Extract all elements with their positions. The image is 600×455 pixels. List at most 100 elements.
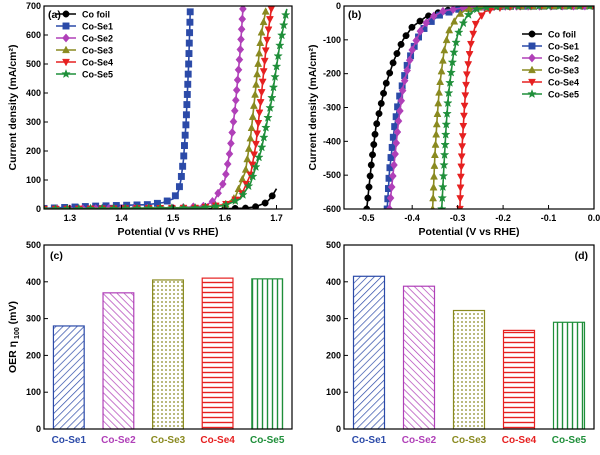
series-co-se5-marker (132, 203, 142, 209)
series-co-se2-marker (422, 18, 431, 28)
x-tick-label: -0.4 (404, 213, 420, 223)
legend-item-co-se4: Co-Se4 (522, 78, 579, 88)
bar-co-se1 (352, 275, 386, 430)
series-co-se2-marker (396, 106, 404, 116)
series-co-se5-marker (271, 61, 282, 71)
panel-label: (b) (348, 9, 361, 21)
x-tick-label: 1.7 (270, 213, 283, 223)
series-co-se1-marker (184, 70, 192, 78)
legend-label: Co-Se5 (548, 90, 579, 100)
series-co-se4-marker (256, 99, 265, 107)
series-co-se4-marker (456, 195, 465, 203)
series-co-se4-marker (460, 112, 468, 121)
series-co-se1-marker (180, 152, 188, 160)
legend-item-co-se1: Co-Se1 (56, 22, 113, 32)
y-tick-label: 300 (26, 314, 41, 324)
series-co-se4-marker (455, 205, 464, 209)
legend-label: Co-Se2 (548, 54, 579, 64)
series-co-se5-marker (275, 40, 285, 50)
series-co-se3-marker (259, 17, 268, 26)
y-tick-label: 400 (26, 88, 41, 98)
legend-label: Co foil (548, 30, 576, 40)
y-ticks: -600 -500 -400 -300 -200 -100 0 (323, 1, 348, 214)
series-co-se2-marker (449, 6, 457, 14)
series-co-se1-marker (186, 29, 194, 37)
series-co-se3-marker (435, 88, 443, 96)
series-co-se5-marker (251, 161, 261, 172)
series-co-se4-marker (458, 143, 467, 151)
series-co-se4-marker (462, 71, 471, 79)
series-line-co-se2 (44, 8, 244, 209)
series-co-se3-marker (429, 193, 438, 202)
series-co-se2-marker (403, 65, 412, 75)
series-co-se2-marker (391, 149, 399, 159)
legend-co-se5-marker (527, 88, 537, 99)
series-co-se4-marker (257, 89, 266, 97)
series-co-se5-marker (441, 119, 452, 129)
y-ticks: 0 100 200 300 400 500 (26, 240, 48, 434)
x-tick-label-co-se5: Co-Se5 (250, 435, 285, 446)
x-tick-label-co-se4: Co-Se4 (200, 435, 235, 446)
y-tick-label: 100 (26, 175, 41, 185)
series-co-se2-marker (218, 179, 227, 189)
legend: Co foil Co-Se1 Co-Se2 Co-Se3 Co-Se4 Co-Se5 (56, 10, 113, 80)
series-co-foil-marker (386, 69, 394, 77)
series-co-se3-marker (430, 150, 439, 158)
series-co-se3-marker (251, 90, 259, 98)
x-axis-label: Potential (V vs RHE) (419, 226, 520, 238)
series-co-foil-marker (252, 203, 260, 209)
series-co-se4-marker (267, 6, 276, 14)
series-co-se5-marker (451, 37, 461, 47)
bar-co-se5 (251, 278, 284, 430)
y-axis-label: Current density (mA/cm²) (7, 44, 19, 170)
series-co-se5-marker (270, 71, 280, 82)
legend-label: Co-Se3 (548, 66, 579, 76)
series-co-se5-marker (268, 82, 279, 92)
series-co-foil-marker (402, 32, 410, 40)
series-co-se5-marker (458, 18, 469, 28)
series-co-se3-marker (244, 144, 253, 152)
series-co-foil-marker (397, 40, 405, 48)
series-co-se4-marker (456, 184, 465, 193)
y-tick-label: 600 (26, 30, 41, 40)
series-co-se5-marker (443, 87, 454, 98)
series-co-se2-marker (229, 117, 238, 127)
series-co-se5-marker (210, 201, 221, 209)
series-co-se3-marker (442, 35, 451, 44)
plot-frame (343, 244, 595, 430)
x-tick-label-co-se3: Co-Se3 (452, 435, 487, 446)
y-tick-label: 400 (326, 277, 341, 287)
series-co-se4-marker (466, 40, 475, 49)
series-co-se5-marker (238, 189, 248, 199)
series-co-se3-marker (243, 154, 252, 163)
series-co-se2-marker (386, 193, 395, 203)
series-co-se1-marker (183, 91, 191, 98)
series-co-foil-marker (382, 79, 390, 87)
legend-co-se5-marker (61, 68, 71, 79)
series-co-se3-marker (247, 123, 256, 132)
series-co-se4-marker (477, 12, 486, 21)
y-tick-label: 200 (26, 350, 41, 360)
series-co-se5-marker (108, 203, 119, 209)
series-co-se3-marker (450, 17, 459, 25)
series-co-se5-marker (280, 9, 291, 20)
series-co-se3-marker (254, 59, 263, 67)
series-co-se1-marker (183, 101, 191, 109)
series-co-se2 (44, 6, 247, 209)
bar-co-se4 (201, 277, 234, 430)
x-tick-label: -0.3 (450, 213, 466, 223)
series-co-foil-marker (369, 151, 376, 159)
legend-co-se1-marker (62, 22, 70, 30)
series-co-se5-marker (586, 6, 593, 11)
series-co-se4-marker (253, 130, 262, 138)
series-co-se5-marker (254, 152, 264, 162)
series-co-se3-marker (249, 101, 258, 109)
legend-label: Co-Se2 (82, 34, 113, 44)
series-co-foil-marker (416, 17, 424, 25)
series-co-se4-marker (248, 161, 257, 170)
series-co-se2-marker (236, 44, 245, 55)
series-co-se3-marker (432, 119, 441, 128)
legend-co-se4-marker (62, 58, 70, 67)
legend-item-co-se2: Co-Se2 (56, 33, 113, 44)
bar-co-se3 (152, 279, 184, 430)
